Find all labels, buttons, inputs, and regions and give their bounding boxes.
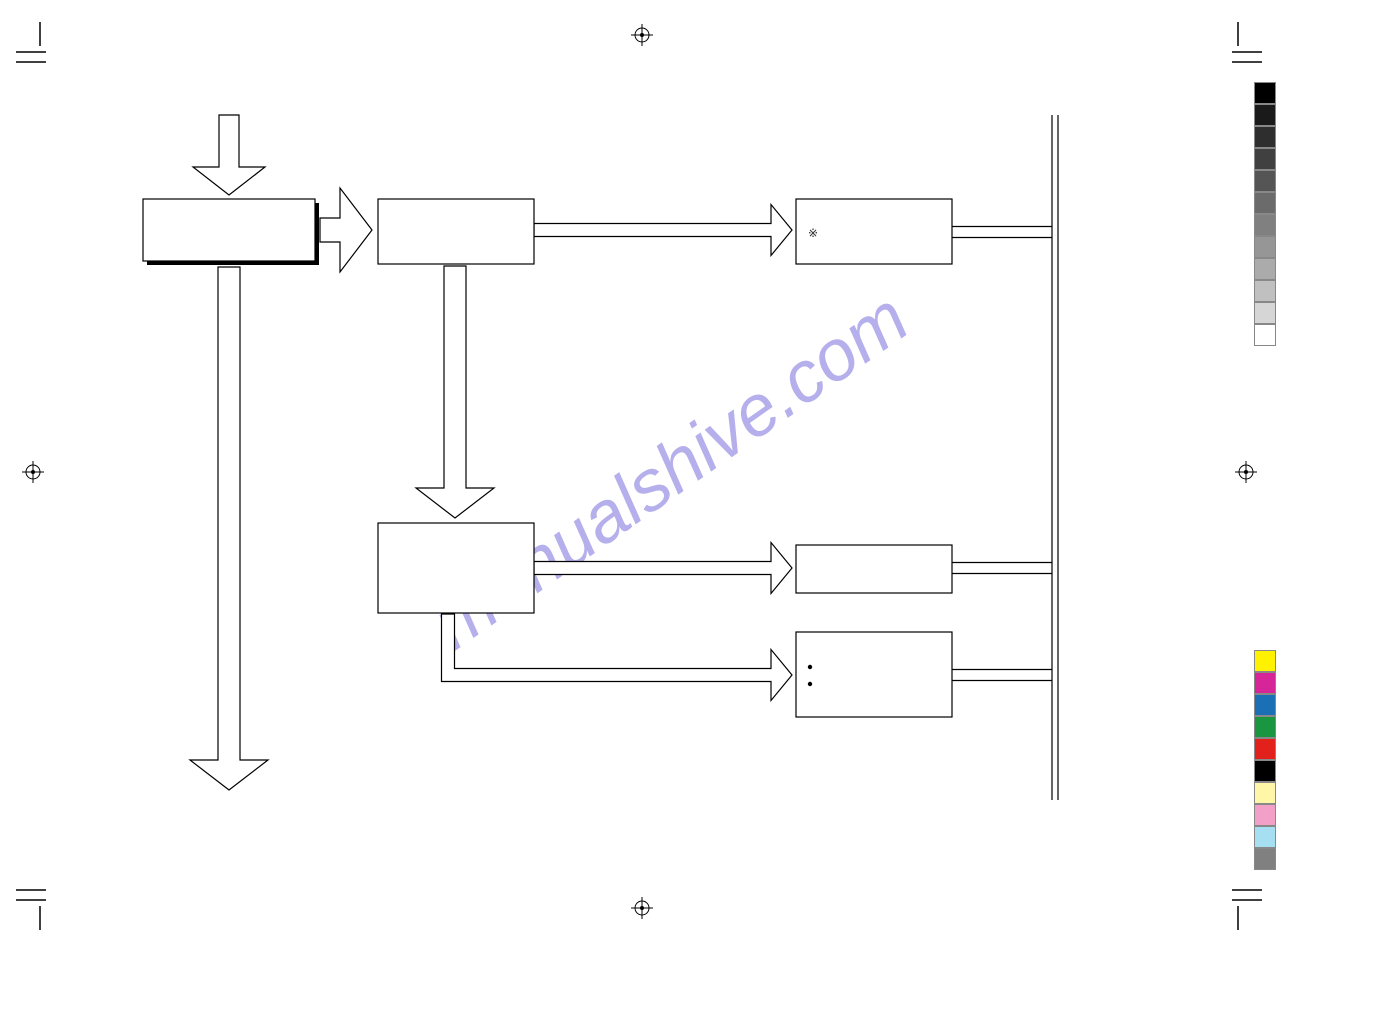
flowchart-svg: ※ bbox=[0, 0, 1391, 1020]
crop-mark-br bbox=[1220, 888, 1262, 930]
crop-mark-bl bbox=[16, 888, 58, 930]
svg-text:※: ※ bbox=[808, 226, 818, 240]
crop-mark-tl bbox=[16, 22, 58, 64]
grayscale-calibration-bar bbox=[1254, 82, 1276, 346]
crop-mark-tr bbox=[1220, 22, 1262, 64]
color-calibration-bar bbox=[1254, 650, 1276, 870]
